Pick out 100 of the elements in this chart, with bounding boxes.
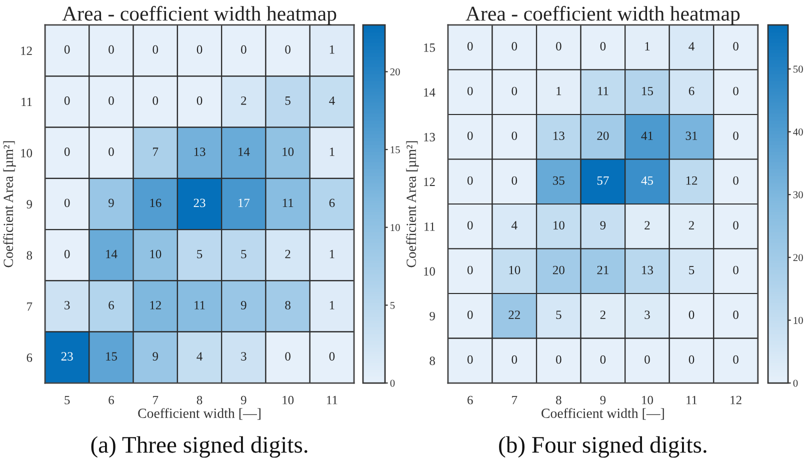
data-label: 0 (733, 86, 738, 96)
data-label: 7 (153, 148, 158, 156)
data-label: 0 (329, 352, 335, 361)
x-tick-label: 10 (642, 396, 654, 404)
x-tick-label: 7 (153, 396, 158, 404)
data-label: 35 (553, 176, 564, 185)
data-label: 0 (512, 86, 518, 96)
data-label: 0 (688, 310, 694, 320)
x-tick-label: 8 (196, 396, 202, 404)
data-label: 0 (467, 176, 473, 185)
y-tick-label: 15 (424, 43, 435, 52)
data-label: 0 (64, 45, 70, 54)
y-tick-label: 7 (27, 302, 32, 311)
data-label: 0 (64, 148, 70, 156)
data-label: 0 (241, 45, 246, 54)
data-label: 2 (644, 221, 650, 230)
data-label: 0 (467, 42, 473, 50)
data-label: 0 (285, 45, 290, 54)
x-tick-label: 5 (64, 396, 70, 404)
data-label: 11 (194, 301, 205, 310)
data-label: 0 (285, 352, 290, 361)
data-label: 0 (64, 198, 70, 208)
data-label: 0 (733, 310, 738, 320)
data-label: 11 (598, 86, 608, 96)
data-label: 5 (556, 310, 562, 320)
chart-title: Area - coefficient width heatmap (466, 6, 740, 25)
data-label: 0 (467, 310, 473, 320)
data-label: 0 (733, 355, 738, 364)
data-label: 3 (64, 301, 70, 310)
data-label: 0 (64, 96, 70, 105)
data-label: 14 (106, 250, 118, 258)
data-label: 0 (733, 221, 738, 230)
data-label: 0 (196, 45, 202, 54)
data-label: 57 (597, 176, 609, 185)
data-label: 6 (688, 86, 694, 96)
data-label: 4 (329, 96, 335, 105)
data-label: 10 (150, 250, 162, 258)
color-bar-label: 40 (793, 128, 803, 136)
data-label: 9 (108, 198, 114, 208)
color-bar-label: 10 (390, 224, 400, 232)
y-tick-label: 13 (424, 132, 435, 142)
y-tick-label: 10 (21, 148, 32, 158)
data-label: 1 (330, 148, 334, 156)
data-label: 2 (600, 310, 606, 319)
x-tick-label: 10 (282, 396, 294, 404)
data-label: 0 (108, 45, 114, 54)
text: (a) Three signed digits. (91, 436, 308, 458)
data-label: 5 (689, 266, 694, 274)
data-label: 3 (241, 352, 246, 361)
y-tick-label: 8 (26, 251, 32, 260)
x-tick-label: 8 (556, 396, 562, 404)
y-tick-label: 6 (26, 354, 32, 362)
data-label: 12 (686, 176, 698, 185)
x-tick-label: 11 (686, 396, 697, 404)
y-tick-label: 9 (430, 312, 435, 320)
data-label: 41 (641, 132, 653, 140)
data-label: 10 (554, 221, 564, 230)
data-label: 20 (552, 266, 564, 274)
data-label: 0 (467, 355, 473, 364)
y-tick-label: 11 (22, 98, 32, 106)
data-label: 4 (688, 42, 694, 50)
data-label: 0 (512, 42, 518, 50)
data-label: 2 (688, 221, 694, 230)
data-label: 0 (556, 42, 562, 50)
data-label: 5 (241, 250, 246, 258)
data-label: 20 (597, 132, 609, 140)
color-bar-label: 30 (793, 191, 803, 198)
data-label: 0 (512, 355, 518, 364)
y-tick-label: 14 (424, 88, 436, 96)
y-tick-label: 12 (424, 178, 435, 186)
x-axis-title: Coefficient width [—] (138, 408, 260, 420)
data-label: 9 (240, 301, 246, 310)
data-label: 6 (329, 198, 335, 208)
data-label: 14 (238, 148, 250, 156)
color-bar-label: 5 (390, 302, 395, 309)
data-label: 13 (554, 132, 564, 140)
data-label: 2 (241, 96, 246, 105)
data-label: 21 (597, 266, 608, 274)
data-label: 0 (733, 176, 738, 185)
data-label: 16 (150, 198, 162, 208)
data-label: 0 (108, 96, 114, 105)
data-label: 0 (467, 132, 473, 140)
data-label: 0 (108, 148, 114, 156)
data-label: 9 (600, 221, 606, 230)
data-label: 15 (106, 352, 118, 361)
data-label: 31 (686, 132, 698, 140)
x-tick-label: 7 (512, 396, 518, 404)
data-label: 6 (108, 301, 114, 310)
data-label: 0 (644, 355, 650, 364)
data-label: 1 (330, 45, 334, 54)
data-label: 11 (282, 198, 294, 208)
data-label: 8 (285, 300, 290, 310)
data-label: 0 (196, 96, 202, 105)
y-axis-title: Coefficient Area [µm²] (3, 141, 16, 268)
x-axis-title: Coefficient width [—] (542, 408, 664, 420)
data-label: 4 (196, 352, 202, 360)
data-label: 12 (150, 301, 161, 310)
data-label: 3 (644, 310, 650, 320)
data-label: 0 (556, 355, 562, 364)
data-label: 10 (509, 266, 520, 274)
